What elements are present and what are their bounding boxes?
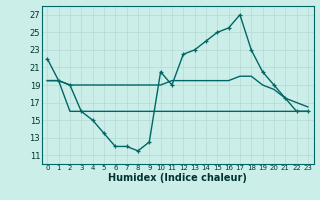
X-axis label: Humidex (Indice chaleur): Humidex (Indice chaleur) [108,173,247,183]
